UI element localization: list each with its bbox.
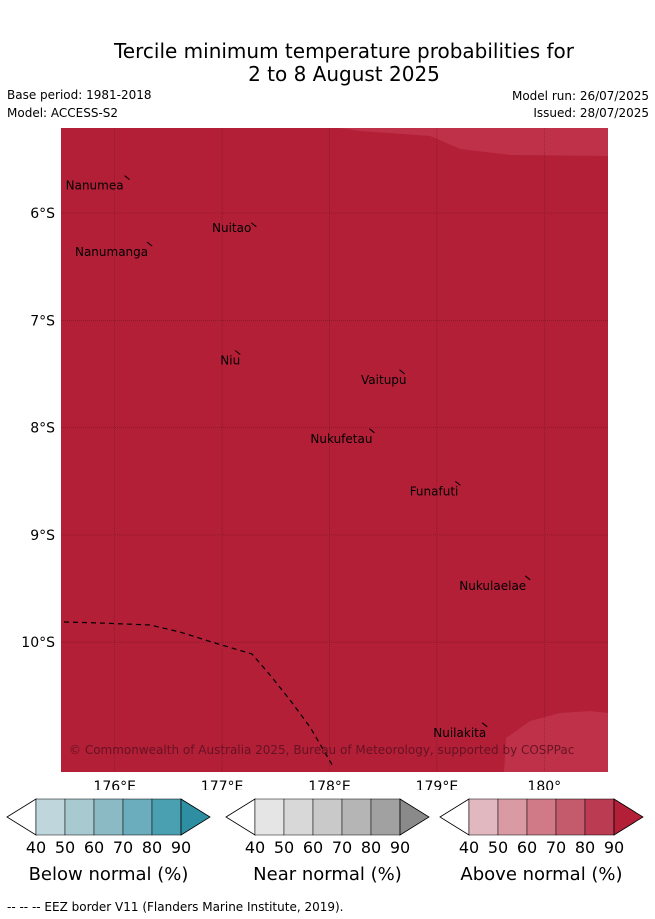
map-background bbox=[61, 128, 608, 772]
place-label: Funafuti bbox=[410, 484, 459, 498]
lon-tick-label: 178°E bbox=[308, 779, 351, 790]
lon-tick-label: 180° bbox=[527, 779, 561, 790]
eez-footnote: -- -- -- EEZ border V11 (Flanders Marine… bbox=[7, 900, 344, 914]
colorbar-segment bbox=[254, 798, 285, 836]
colorbar-tick: 60 bbox=[84, 838, 104, 857]
colorbar-min-extension bbox=[439, 798, 470, 836]
colorbar-tick: 90 bbox=[390, 838, 410, 857]
colorbar-max-extension bbox=[613, 798, 644, 836]
colorbar-tick: 60 bbox=[303, 838, 323, 857]
island-marker bbox=[481, 722, 488, 728]
place-label: Nuilakita bbox=[433, 726, 486, 740]
colorbar-tick: 70 bbox=[546, 838, 566, 857]
colorbar: 40 50 60 70 80 90 Above normal (%) bbox=[439, 798, 644, 885]
colorbar-segment bbox=[341, 798, 372, 836]
title-line-1: Tercile minimum temperature probabilitie… bbox=[113, 39, 575, 63]
title-line-2: 2 to 8 August 2025 bbox=[248, 62, 440, 86]
eez-border bbox=[63, 621, 335, 769]
colorbar-min-extension bbox=[6, 798, 37, 836]
colorbar-tick: 70 bbox=[113, 838, 133, 857]
lighter-region-bottom bbox=[504, 711, 608, 772]
lat-tick-label: 10°S bbox=[21, 635, 55, 651]
lat-tick-label: 9°S bbox=[30, 528, 55, 544]
colorbar-max-extension bbox=[399, 798, 430, 836]
colorbar-segment bbox=[151, 798, 182, 836]
colorbar-segment bbox=[283, 798, 314, 836]
map-title: Tercile minimum temperature probabilitie… bbox=[0, 40, 655, 86]
colorbar-label: Above normal (%) bbox=[460, 864, 622, 885]
place-label: Nuitao bbox=[212, 221, 251, 235]
place-label: Nanumanga bbox=[75, 245, 148, 259]
colorbar-segment bbox=[526, 798, 557, 836]
colorbar-segment bbox=[93, 798, 124, 836]
place-label: Vaitupu bbox=[361, 373, 407, 387]
colorbar-tick: 50 bbox=[488, 838, 508, 857]
colorbar-segment bbox=[64, 798, 95, 836]
colorbar-segment bbox=[122, 798, 153, 836]
colorbar-tick: 80 bbox=[361, 838, 381, 857]
colorbar-segment bbox=[35, 798, 66, 836]
place-label: Nanumea bbox=[66, 179, 124, 193]
colorbar-segment bbox=[497, 798, 528, 836]
lon-tick-label: 177°E bbox=[201, 779, 244, 790]
island-marker bbox=[524, 575, 531, 581]
island-marker bbox=[251, 222, 257, 228]
gridlines bbox=[61, 128, 608, 772]
colorbar-segment bbox=[555, 798, 586, 836]
latitude-labels: 6°S 7°S 8°S 9°S 10°S bbox=[21, 206, 55, 651]
island-marker bbox=[124, 175, 130, 180]
colorbar-segment bbox=[468, 798, 499, 836]
colorbar-label: Below normal (%) bbox=[29, 864, 189, 885]
model-name: Model: ACCESS-S2 bbox=[7, 106, 119, 120]
colorbar-tick: 80 bbox=[575, 838, 595, 857]
colorbar: 40 50 60 70 80 90 Near normal (%) bbox=[225, 798, 430, 885]
place-label: Niu bbox=[220, 353, 240, 367]
colorbar-tick: 40 bbox=[26, 838, 46, 857]
colorbar-tick: 90 bbox=[171, 838, 191, 857]
colorbar-tick: 60 bbox=[517, 838, 537, 857]
colorbar-segment bbox=[370, 798, 401, 836]
lon-tick-label: 176°E bbox=[93, 779, 136, 790]
colorbar-tick: 70 bbox=[332, 838, 352, 857]
colorbar: 40 50 60 70 80 90 Below normal (%) bbox=[6, 798, 211, 885]
island-marker bbox=[146, 241, 153, 247]
colorbar-segment bbox=[312, 798, 343, 836]
place-label: Nukulaelae bbox=[459, 579, 526, 593]
colorbar-tick: 40 bbox=[245, 838, 265, 857]
colorbar-tick: 50 bbox=[274, 838, 294, 857]
colorbar-tick: 80 bbox=[142, 838, 162, 857]
island-marker bbox=[455, 481, 461, 486]
colorbar-segment bbox=[584, 798, 615, 836]
colorbar-tick: 90 bbox=[604, 838, 624, 857]
lat-tick-label: 6°S bbox=[30, 206, 55, 222]
colorbar-tick: 50 bbox=[55, 838, 75, 857]
lat-tick-label: 8°S bbox=[30, 421, 55, 437]
island-marker bbox=[369, 428, 375, 434]
colorbar-min-extension bbox=[225, 798, 256, 836]
issued-date: Issued: 28/07/2025 bbox=[533, 106, 649, 120]
colorbar-tick: 40 bbox=[459, 838, 479, 857]
model-run: Model run: 26/07/2025 bbox=[511, 89, 649, 103]
lighter-region-top bbox=[340, 128, 608, 156]
lat-tick-label: 7°S bbox=[30, 313, 55, 329]
longitude-labels: 176°E 177°E 178°E 179°E 180° bbox=[93, 779, 561, 790]
colorbar-legends: 40 50 60 70 80 90 Below normal (%) 40 50 60 70 80 90… bbox=[6, 798, 644, 885]
base-period: Base period: 1981-2018 bbox=[7, 88, 152, 102]
lon-tick-label: 179°E bbox=[416, 779, 459, 790]
copyright-notice: © Commonwealth of Australia 2025, Bureau… bbox=[69, 743, 574, 757]
probability-map: Nanumea Nuitao Nanumanga Niu Vaitupu Nukufeta… bbox=[21, 128, 608, 790]
colorbar-label: Near normal (%) bbox=[253, 864, 402, 885]
place-labels: Nanumea Nuitao Nanumanga Niu Vaitupu Nukufeta… bbox=[66, 175, 531, 740]
colorbar-max-extension bbox=[180, 798, 211, 836]
island-marker bbox=[399, 369, 405, 375]
island-marker bbox=[234, 350, 241, 355]
place-label: Nukufetau bbox=[310, 432, 372, 446]
